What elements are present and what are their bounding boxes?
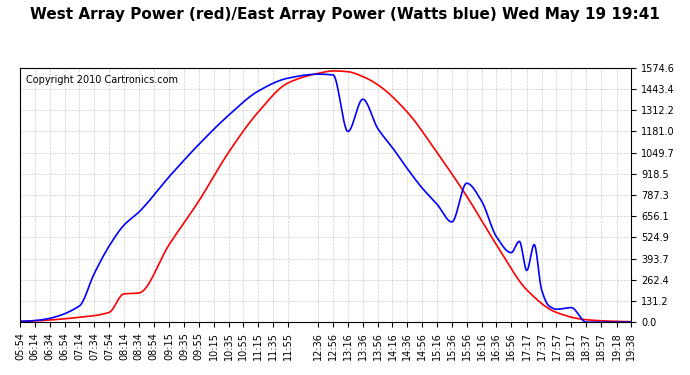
Text: West Array Power (red)/East Array Power (Watts blue) Wed May 19 19:41: West Array Power (red)/East Array Power … [30, 8, 660, 22]
Text: Copyright 2010 Cartronics.com: Copyright 2010 Cartronics.com [26, 75, 178, 86]
